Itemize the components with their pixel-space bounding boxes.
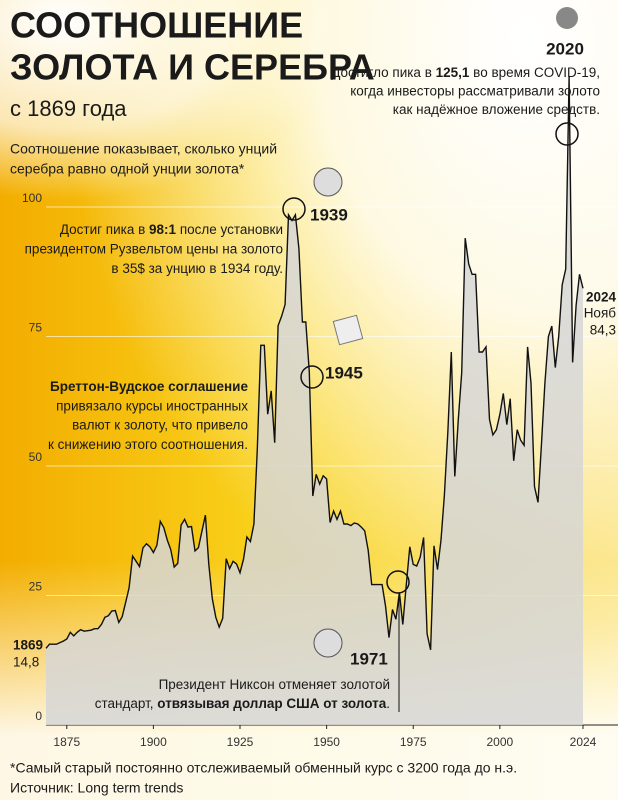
event-text-part: Бреттон-Вудское соглашение	[50, 379, 248, 394]
end-value: 84,3	[590, 323, 616, 338]
x-tick-label: 1900	[140, 735, 167, 749]
start-year: 1869	[13, 638, 43, 653]
x-tick-label: 1950	[313, 735, 340, 749]
end-year: 2024	[586, 290, 617, 305]
highlight-circle	[282, 197, 306, 221]
document-icon	[332, 314, 364, 346]
y-tick-label: 75	[29, 321, 43, 335]
event-text: Достигло пика в 125,1 во время COVID-19,	[331, 65, 600, 80]
title: СООТНОШЕНИЕ	[10, 5, 303, 46]
event-year: 2020	[546, 39, 584, 58]
event-text: стандарт, отвязывая доллар США от золота…	[95, 696, 390, 711]
event-text: когда инвесторы рассматривали золото	[350, 83, 600, 98]
event-text: Бреттон-Вудское соглашение	[50, 379, 248, 394]
footnote: *Самый старый постоянно отслеживаемый об…	[10, 760, 517, 776]
event-text: валют к золоту, что привело	[72, 417, 248, 432]
highlight-circles	[282, 122, 579, 594]
event-text-part: когда инвесторы рассматривали золото	[350, 83, 600, 98]
event-text-part: отвязывая доллар США от золота	[157, 696, 386, 711]
event-year: 1971	[350, 649, 388, 668]
area	[46, 77, 583, 725]
event-text-part: как надёжное вложение средств.	[393, 102, 600, 117]
start-value: 14,8	[13, 655, 39, 670]
subtitle: с 1869 года	[10, 96, 127, 121]
description: серебра равно одной унции золота*	[10, 161, 245, 177]
event-text-part: .	[386, 696, 390, 711]
event-text-part: привязало курсы иностранных	[56, 398, 248, 413]
y-tick-label: 100	[22, 191, 42, 205]
highlight-circle	[386, 570, 410, 594]
annotations: 2020 Достигло пика в 125,1 во время COVID…	[25, 39, 600, 710]
event-text: Президент Никсон отменяет золотой	[159, 677, 390, 692]
highlight-circle	[555, 122, 579, 146]
x-tick-label: 2024	[570, 735, 597, 749]
y-tick-label: 0	[35, 709, 42, 723]
event-text-part: в 35$ за унцию в 1934 году.	[111, 261, 283, 276]
y-tick-label: 25	[29, 580, 43, 594]
event-year: 1939	[310, 205, 348, 224]
plot: 0 25 50 75 100 1875 1900 1925 1950 1975 2000 2024	[22, 76, 618, 749]
virus-icon	[556, 7, 578, 29]
event-text: Достиг пика в 98:1 после установки	[60, 222, 283, 237]
event-text-part: Президент Никсон отменяет золотой	[159, 677, 390, 692]
event-year: 1945	[325, 363, 363, 382]
event-text: президентом Рузвельтом цены на золото	[25, 241, 283, 256]
event-text: привязало курсы иностранных	[56, 398, 248, 413]
x-tick-label: 2000	[487, 735, 514, 749]
event-text: как надёжное вложение средств.	[393, 102, 600, 117]
event-text-part: президентом Рузвельтом цены на золото	[25, 241, 283, 256]
event-text-part: 125,1	[436, 65, 470, 80]
description: Соотношение показывает, сколько унций	[10, 141, 277, 157]
x-tick-label: 1925	[227, 735, 254, 749]
line	[45, 76, 584, 651]
portrait-icon	[313, 167, 343, 197]
event-text-part: валют к золоту, что привело	[72, 417, 248, 432]
highlight-circle	[300, 365, 324, 389]
event-text-part: к снижению этого соотношения.	[48, 436, 248, 451]
event-text-part: стандарт,	[95, 696, 158, 711]
footnote: Источник: Long term trends	[10, 780, 183, 796]
event-text: к снижению этого соотношения.	[48, 436, 248, 451]
event-text-part: Достигло пика в	[331, 65, 435, 80]
event-text: в 35$ за унцию в 1934 году.	[111, 261, 283, 276]
end-month: Нояб	[584, 306, 617, 321]
event-text-part: во время COVID-19,	[469, 65, 600, 80]
event-text-part: после установки	[176, 222, 283, 237]
x-tick-label: 1975	[400, 735, 427, 749]
portrait-icon	[313, 628, 343, 658]
y-tick-label: 50	[29, 450, 43, 464]
x-tick-label: 1875	[53, 735, 80, 749]
event-text-part: Достиг пика в	[60, 222, 149, 237]
title: ЗОЛОТА И СЕРЕБРА	[10, 47, 375, 88]
event-text-part: 98:1	[149, 222, 177, 237]
